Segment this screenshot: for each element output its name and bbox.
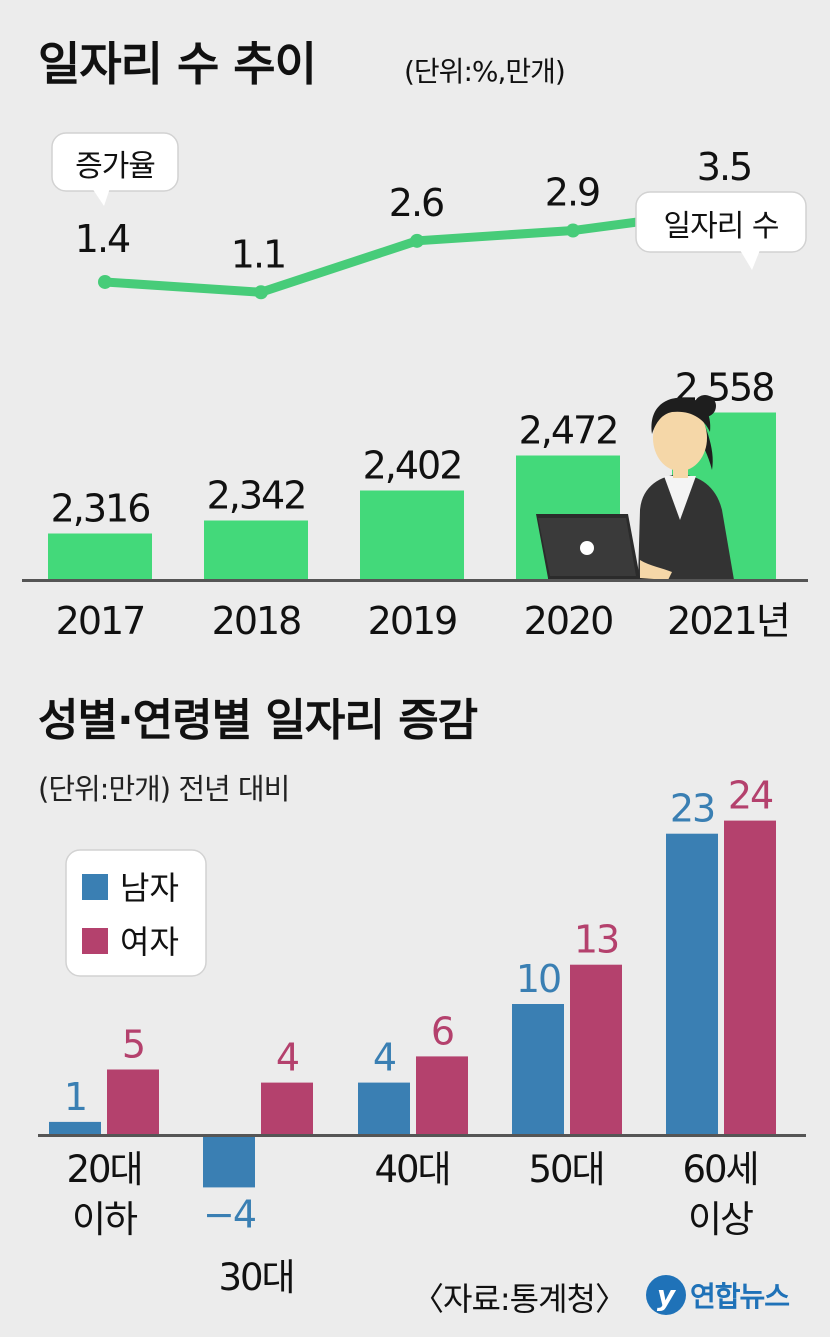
growth-rate-label: 2.6 <box>389 181 443 225</box>
female-bar <box>107 1069 159 1135</box>
callout-pointer <box>92 188 110 206</box>
growth-rate-label: 1.1 <box>231 232 285 276</box>
male-bar <box>358 1082 410 1135</box>
age-group-label: 이하 <box>72 1198 138 1241</box>
growth-point-2017 <box>98 274 112 289</box>
male-bar <box>203 1135 255 1188</box>
laptop-logo <box>580 541 594 555</box>
male-bar-value: 4 <box>373 1036 396 1080</box>
legend-swatch-female <box>82 928 108 954</box>
female-bar-value: 6 <box>431 1009 453 1053</box>
jobs-value-label: 2,342 <box>207 474 306 518</box>
female-bar-value: 13 <box>574 918 618 962</box>
chart2-unit: (단위:만개) 전년 대비 <box>38 772 290 806</box>
chart1-title: 일자리 수 추이 <box>38 37 317 91</box>
year-suffix: 년 <box>756 599 789 643</box>
jobs-value-label: 2,472 <box>519 409 618 453</box>
male-bar-value: 1 <box>64 1075 86 1119</box>
shirt <box>664 476 696 520</box>
year-label: 2020 <box>524 599 613 643</box>
female-bar-value: 4 <box>276 1036 299 1080</box>
jobs-bar-2018 <box>204 520 308 580</box>
growth-rate-label: 2.9 <box>545 171 599 215</box>
jobs-value-label: 2,316 <box>51 487 150 531</box>
callout-growth-rate-text: 증가율 <box>75 149 155 184</box>
growth-point-2018 <box>254 285 268 300</box>
jobs-bar-2019 <box>360 490 464 580</box>
female-bar-value: 5 <box>122 1023 144 1067</box>
age-group-label: 60세 <box>682 1148 757 1191</box>
year-label: 2019 <box>368 599 457 643</box>
callout-jobs-text: 일자리 수 <box>664 209 779 244</box>
male-bar-value: 23 <box>670 787 714 831</box>
growth-point-2019 <box>410 233 424 248</box>
hand <box>640 560 672 580</box>
callout-box <box>51 132 179 192</box>
female-bar <box>570 964 622 1135</box>
yonhap-logo: y 연합뉴스 <box>646 1275 790 1315</box>
female-bar <box>724 820 776 1135</box>
age-group-label: 50대 <box>528 1148 603 1191</box>
callout-pointer <box>740 250 760 270</box>
legend-swatch-male <box>82 874 108 900</box>
male-bar <box>512 1004 564 1135</box>
age-group-label: 20대 <box>66 1148 141 1191</box>
logo-text: 연합뉴스 <box>690 1280 789 1313</box>
logo-mark-letter: y <box>657 1279 677 1312</box>
year-label: 2021년 <box>667 599 789 643</box>
age-group-label: 30대 <box>218 1256 293 1299</box>
age-group-label: 40대 <box>374 1148 449 1191</box>
growth-rate-label: 3.5 <box>697 145 751 189</box>
source-label: 〈자료:통계청〉 <box>412 1280 626 1318</box>
callout-box <box>635 191 807 253</box>
male-bar-value: −4 <box>203 1192 256 1236</box>
chart1-unit: (단위:%,만개) <box>404 55 566 88</box>
age-group-label: 이상 <box>688 1198 753 1241</box>
growth-point-2020 <box>566 223 580 238</box>
hair <box>651 397 711 434</box>
jobs-bar-2017 <box>48 533 152 580</box>
male-bar <box>666 833 718 1135</box>
legend-label-male: 남자 <box>120 869 179 907</box>
male-bar <box>49 1121 101 1135</box>
jacket <box>638 474 734 580</box>
worker-illustration <box>536 395 734 582</box>
chart2-title: 성별·연령별 일자리 증감 <box>38 695 478 746</box>
male-bar-value: 10 <box>516 957 560 1001</box>
growth-rate-label: 1.4 <box>75 217 130 261</box>
year-label: 2018 <box>212 599 301 643</box>
callout-growth-rate: 증가율 <box>51 132 179 206</box>
female-bar <box>261 1082 313 1135</box>
face <box>653 405 707 471</box>
legend-label-female: 여자 <box>120 923 179 961</box>
chart1-baseline <box>22 579 808 582</box>
year-label: 2017 <box>56 599 145 643</box>
female-bar <box>416 1056 468 1135</box>
jobs-value-label: 2,402 <box>363 444 462 488</box>
logo-mark-icon <box>646 1275 686 1315</box>
callout-jobs: 일자리 수 <box>635 191 807 270</box>
female-bar-value: 24 <box>728 774 773 818</box>
chart2-baseline <box>38 1134 806 1137</box>
